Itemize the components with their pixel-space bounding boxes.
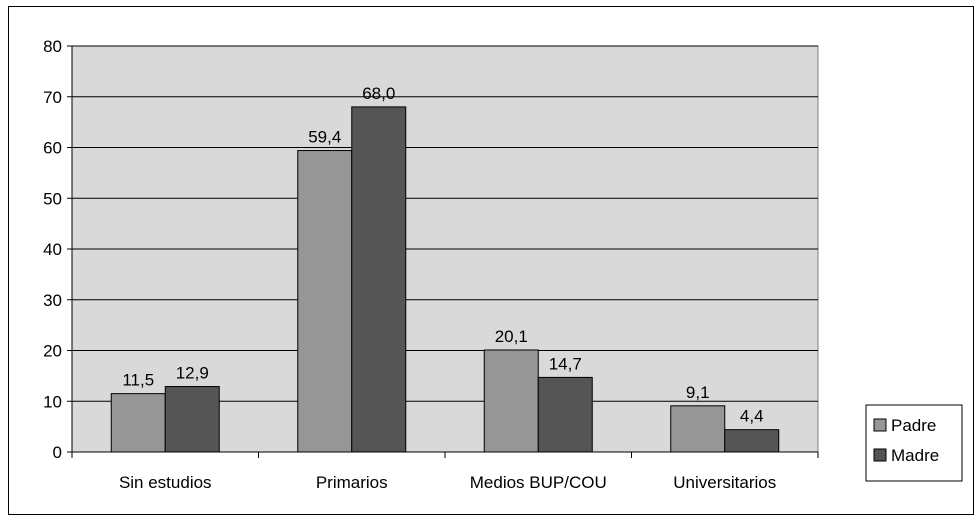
x-tick-label: Sin estudios: [119, 473, 212, 492]
bar-padre-3: [483, 349, 539, 453]
y-tick-label: 50: [43, 189, 62, 208]
y-tick-label: 60: [43, 139, 62, 158]
x-tick-label: Universitarios: [673, 473, 776, 492]
bar-padre-4: [670, 405, 726, 453]
y-tick-label: 10: [43, 392, 62, 411]
data-label: 14,7: [549, 354, 582, 373]
y-tick-label: 70: [43, 88, 62, 107]
y-tick-label: 30: [43, 291, 62, 310]
x-tick-label: Medios BUP/COU: [470, 473, 607, 492]
bar-madre-3: [537, 376, 593, 453]
data-label: 12,9: [176, 364, 209, 383]
bar-padre-1: [110, 393, 166, 453]
bar-madre-2: [351, 106, 407, 453]
legend-label-padre: Padre: [891, 416, 936, 435]
y-tick-label: 40: [43, 240, 62, 259]
legend-swatch-padre: [873, 418, 887, 432]
data-label: 9,1: [686, 383, 710, 402]
legend-swatch-madre: [873, 448, 887, 462]
data-label: 59,4: [308, 128, 341, 147]
y-tick-label: 0: [53, 443, 62, 462]
legend-label-madre: Madre: [891, 446, 939, 465]
bar-padre-2: [297, 150, 353, 453]
y-tick-label: 80: [43, 37, 62, 56]
x-tick-label: Primarios: [316, 473, 388, 492]
y-axis: 0 10 20 30 40 50 60 70 80: [43, 37, 73, 462]
legend-box: [865, 404, 963, 482]
bar-madre-4: [724, 429, 780, 453]
y-tick-label: 20: [43, 342, 62, 361]
legend: Padre Madre: [865, 404, 963, 482]
bar-madre-1: [164, 386, 220, 453]
x-axis: Sin estudios Primarios Medios BUP/COU Unive…: [71, 451, 819, 492]
data-label: 4,4: [740, 407, 764, 426]
gridlines: [72, 45, 818, 402]
data-label: 20,1: [495, 327, 528, 346]
data-label: 11,5: [122, 371, 154, 390]
bars: [110, 106, 780, 453]
data-label: 68,0: [362, 84, 395, 103]
data-labels: 11,5 12,9 59,4 68,0 20,1 14,7 9,1 4,4: [122, 84, 763, 426]
